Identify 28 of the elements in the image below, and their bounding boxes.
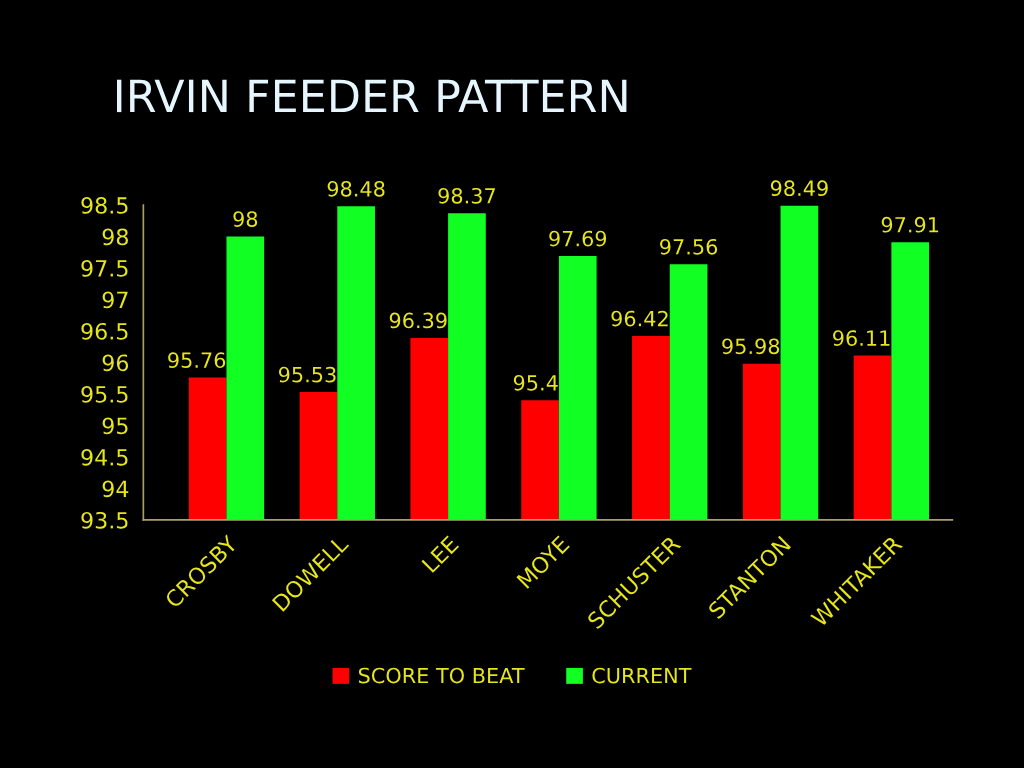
- y-tick-label: 93.5: [81, 511, 128, 529]
- data-label: 95.4: [513, 374, 558, 391]
- data-label: 95.76: [168, 352, 226, 369]
- data-label: 96.39: [389, 312, 447, 329]
- y-tick-label: 95: [102, 417, 128, 435]
- data-label: 98.37: [438, 187, 495, 204]
- y-tick-label: 97: [102, 291, 128, 309]
- data-label: 97.91: [881, 216, 939, 233]
- data-label: 97.56: [660, 238, 718, 255]
- data-label: 98.49: [770, 180, 828, 197]
- y-tick-label: 94: [102, 480, 129, 498]
- data-label: 96.42: [611, 310, 668, 327]
- y-tick-label: 94.5: [81, 448, 128, 466]
- y-tick-label: 95.5: [81, 385, 128, 403]
- y-tick-label: 96.5: [81, 322, 128, 340]
- data-label: 97.69: [549, 230, 607, 247]
- y-tick-label: 98.5: [81, 197, 128, 214]
- y-tick-label: 96: [102, 354, 129, 372]
- chart-title: IRVIN FEEDER PATTERN: [117, 79, 627, 113]
- data-label: 95.98: [722, 338, 780, 355]
- y-tick-label: 98: [102, 228, 128, 246]
- data-label: 98.48: [327, 180, 385, 197]
- legend-label: SCORE TO BEAT: [358, 667, 525, 684]
- legend-label: CURRENT: [592, 667, 692, 684]
- data-label: 98: [233, 211, 258, 227]
- data-label: 96.11: [833, 330, 890, 346]
- data-label: 95.53: [278, 366, 336, 383]
- y-tick-label: 97.5: [81, 259, 128, 277]
